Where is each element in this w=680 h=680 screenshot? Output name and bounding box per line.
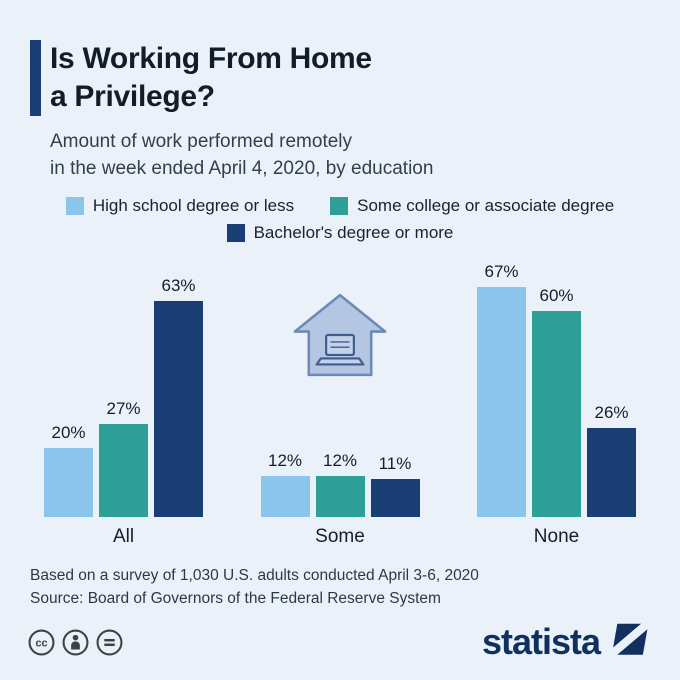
bar-value-label: 11% xyxy=(378,454,412,473)
bar-none-2: 26% xyxy=(587,403,636,517)
bar-all-2: 63% xyxy=(154,276,203,517)
statista-wordmark: statista xyxy=(481,621,601,662)
svg-text:cc: cc xyxy=(35,637,47,649)
legend-label-somecollege: Some college or associate degree xyxy=(357,196,615,215)
category-label-some: Some xyxy=(315,526,365,547)
bar-value-label: 20% xyxy=(51,423,86,442)
bar-all-0: 20% xyxy=(44,423,93,517)
bar-group-all: 20% 27% 63% All xyxy=(44,255,203,548)
bar-value-label: 63% xyxy=(161,276,196,295)
chart-subtitle: Amount of work performed remotely in the… xyxy=(50,128,650,182)
attribution-icon[interactable] xyxy=(62,629,89,656)
bar xyxy=(315,476,365,517)
equal-icon[interactable] xyxy=(96,629,123,656)
legend-item-somecollege: Some college or associate degree xyxy=(330,196,614,216)
subtitle-line-1: Amount of work performed remotely xyxy=(50,131,353,152)
bar-group-some: 12% 12% 11% Some xyxy=(260,255,420,548)
license-icons: cc xyxy=(28,629,123,656)
title-line-2: a Privilege? xyxy=(50,80,215,113)
bar xyxy=(587,428,636,517)
bar-chart: 20% 27% 63% All 12% 12% 11% Some 67% 60% 26% N… xyxy=(0,255,680,548)
legend-label-highschool: High school degree or less xyxy=(92,196,295,215)
footer: Based on a survey of 1,030 U.S. adults c… xyxy=(0,564,680,610)
bar-value-label: 12% xyxy=(267,451,303,470)
bar-value-label: 12% xyxy=(322,451,358,470)
statista-logo[interactable]: statista xyxy=(482,622,652,662)
legend-swatch-somecollege xyxy=(330,197,349,215)
category-label-all: All xyxy=(112,526,135,547)
bar xyxy=(99,424,148,517)
bottom-bar: cc statista xyxy=(0,622,680,662)
bar-group-none: 67% 60% 26% None xyxy=(477,255,636,548)
bar-none-1: 60% xyxy=(532,286,581,517)
bar-some-1: 12% xyxy=(315,451,365,517)
bars-none: 67% 60% 26% xyxy=(477,255,636,517)
legend-label-bachelors: Bachelor's degree or more xyxy=(253,223,454,242)
bar xyxy=(260,476,310,517)
legend-item-highschool: High school degree or less xyxy=(65,196,295,216)
bar-value-label: 67% xyxy=(484,262,519,281)
legend: High school degree or less Some college … xyxy=(0,196,680,243)
page-title: Is Working From Home a Privilege? xyxy=(50,40,372,116)
title-accent-bar xyxy=(30,40,41,116)
bar-some-2: 11% xyxy=(370,454,420,517)
category-label-none: None xyxy=(533,526,580,547)
title-line-1: Is Working From Home xyxy=(50,42,372,75)
legend-item-bachelors: Bachelor's degree or more xyxy=(226,223,454,243)
legend-swatch-highschool xyxy=(65,197,84,215)
bar-value-label: 27% xyxy=(106,399,141,418)
bars-all: 20% 27% 63% xyxy=(44,255,203,517)
footer-note: Based on a survey of 1,030 U.S. adults c… xyxy=(30,567,479,584)
bar xyxy=(154,301,203,517)
statista-logo-glyph xyxy=(613,623,648,655)
bar-some-0: 12% xyxy=(260,451,310,517)
house-with-laptop-icon xyxy=(288,289,392,386)
legend-swatch-bachelors xyxy=(226,224,245,242)
footer-source: Source: Board of Governors of the Federa… xyxy=(30,590,441,607)
cc-icon[interactable]: cc xyxy=(28,629,55,656)
bar xyxy=(532,311,581,517)
subtitle-line-2: in the week ended April 4, 2020, by educ… xyxy=(50,158,434,179)
bar-none-0: 67% xyxy=(477,262,526,517)
bar-value-label: 26% xyxy=(594,403,629,422)
bar xyxy=(370,479,420,517)
bars-some: 12% 12% 11% xyxy=(260,255,420,517)
bar-all-1: 27% xyxy=(99,399,148,517)
bar xyxy=(477,287,526,517)
bar-value-label: 60% xyxy=(539,286,574,305)
bar xyxy=(44,448,93,517)
header: Is Working From Home a Privilege? Amount… xyxy=(0,0,680,182)
